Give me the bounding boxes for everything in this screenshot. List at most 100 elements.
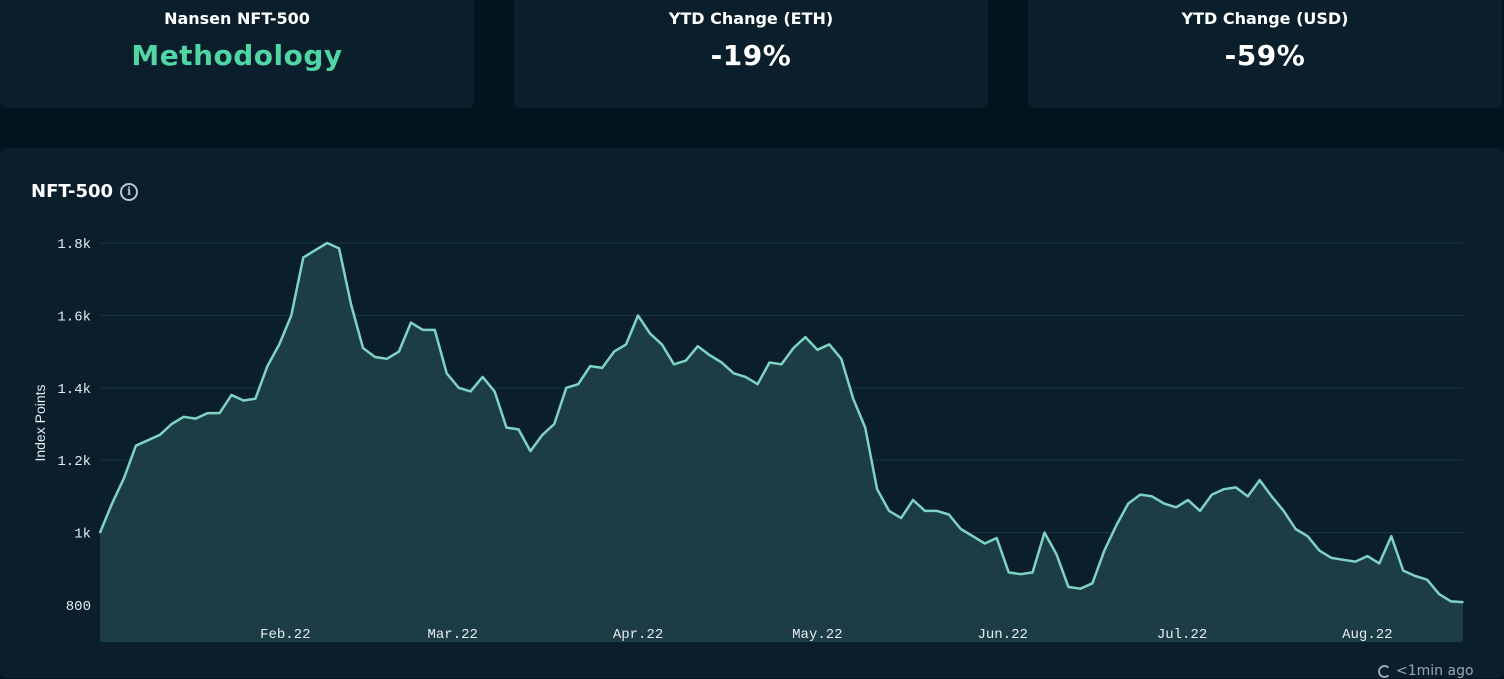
data-point	[1091, 582, 1094, 585]
data-point	[1223, 488, 1225, 491]
data-point	[601, 367, 603, 369]
data-point	[290, 314, 293, 317]
data-point	[637, 314, 639, 317]
x-tick-label: Mar.22	[427, 627, 477, 643]
index-name-label: Nansen NFT-500	[164, 9, 310, 28]
data-point	[422, 329, 424, 331]
data-point	[194, 417, 197, 420]
data-point	[1187, 499, 1189, 501]
data-point	[493, 390, 496, 393]
y-tick-label: 1k	[74, 527, 91, 543]
y-tick-label: 1.6k	[57, 309, 91, 325]
data-point	[529, 450, 532, 452]
data-point	[445, 372, 448, 375]
data-point	[302, 256, 305, 259]
data-point	[1270, 495, 1273, 498]
data-point	[1294, 528, 1297, 530]
data-point	[135, 444, 137, 447]
data-point	[206, 412, 209, 414]
info-icon[interactable]: i	[120, 182, 139, 201]
nft-500-chart: 800 1k 1.2k 1.4k 1.6k 1.8k Feb.22 Mar.22 Apr.22…	[32, 237, 1464, 643]
data-point	[1438, 593, 1440, 595]
y-axis-label: Index Points	[32, 384, 48, 461]
data-point	[1175, 506, 1177, 509]
data-point	[1103, 549, 1106, 552]
ytd-usd-card: YTD Change (USD) -59%	[1028, 0, 1502, 108]
methodology-link[interactable]: Methodology	[131, 39, 343, 72]
data-point	[159, 434, 161, 436]
data-point	[1366, 555, 1369, 557]
data-point	[1019, 573, 1022, 575]
data-point	[888, 510, 890, 512]
x-tick-label: Apr.22	[613, 627, 663, 643]
data-point	[1462, 601, 1464, 603]
data-point	[792, 347, 795, 349]
data-point	[1079, 587, 1082, 590]
chart-title-text: NFT-500	[31, 181, 114, 202]
data-point	[1139, 493, 1141, 496]
data-point	[362, 347, 364, 349]
data-point	[1163, 502, 1165, 505]
y-axis-ticks: 800 1k 1.2k 1.4k 1.6k 1.8k	[57, 237, 91, 615]
data-point	[1306, 535, 1309, 537]
data-point	[1390, 535, 1393, 537]
data-point	[410, 321, 412, 324]
data-point	[278, 343, 281, 346]
y-tick-label: 1.8k	[57, 237, 91, 253]
ytd-usd-value: -59%	[1224, 39, 1306, 72]
ytd-usd-label: YTD Change (USD)	[1181, 9, 1349, 28]
data-point	[577, 383, 579, 385]
data-point	[816, 349, 819, 351]
data-point	[182, 416, 185, 418]
data-point	[589, 365, 591, 367]
data-point	[1282, 510, 1285, 512]
data-point	[613, 350, 615, 353]
refresh-icon[interactable]	[1378, 664, 1391, 678]
data-point	[111, 502, 113, 505]
data-point	[828, 343, 831, 346]
x-tick-label: Aug.22	[1342, 627, 1392, 643]
data-point	[326, 242, 329, 244]
data-point	[995, 537, 998, 539]
data-point	[398, 350, 400, 353]
data-point	[960, 528, 962, 530]
series-area	[100, 243, 1463, 642]
data-point	[386, 358, 388, 360]
data-point	[768, 361, 771, 364]
x-tick-label: Jul.22	[1157, 627, 1207, 643]
data-point	[1031, 571, 1034, 574]
data-point	[541, 434, 544, 436]
data-point	[1450, 600, 1452, 603]
data-point	[1067, 586, 1070, 588]
data-point	[685, 359, 687, 362]
data-point	[1258, 479, 1261, 481]
data-point	[1115, 524, 1118, 527]
data-point	[972, 535, 974, 537]
data-point	[1235, 486, 1237, 489]
ytd-eth-value: -19%	[710, 39, 792, 72]
data-point	[99, 531, 101, 534]
data-point	[625, 343, 627, 346]
methodology-card: Nansen NFT-500 Methodology	[0, 0, 474, 108]
data-point	[218, 412, 221, 414]
data-point	[673, 363, 675, 366]
y-tick-label: 800	[66, 599, 91, 615]
data-point	[912, 499, 914, 501]
data-point	[230, 394, 233, 396]
x-tick-label: May.22	[792, 627, 842, 643]
data-point	[1199, 510, 1201, 512]
ytd-eth-label: YTD Change (ETH)	[668, 9, 834, 28]
data-point	[720, 361, 723, 364]
data-point	[744, 376, 747, 378]
data-point	[900, 517, 902, 519]
y-tick-label: 1.4k	[57, 382, 91, 398]
data-point	[984, 542, 986, 545]
data-point	[123, 477, 125, 480]
data-point	[434, 329, 436, 331]
data-point	[505, 426, 508, 429]
data-point	[924, 510, 926, 512]
data-point	[481, 376, 484, 378]
data-point	[840, 358, 843, 360]
data-point	[661, 343, 663, 346]
data-point	[1354, 560, 1357, 563]
